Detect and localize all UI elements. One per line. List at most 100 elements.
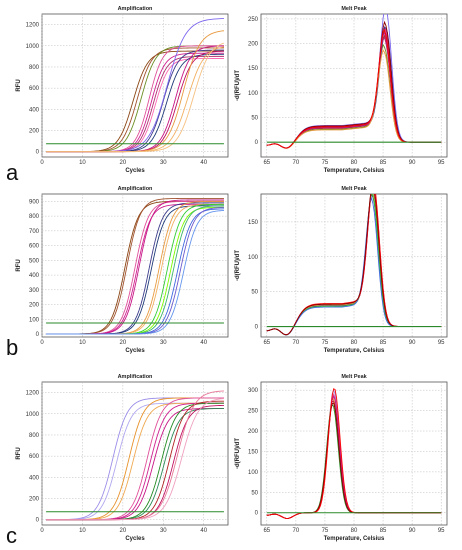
y-axis-label: -d(RFU)/dT [235,70,241,101]
x-tick-label: 85 [380,340,387,346]
y-tick-label: 250 [248,17,259,23]
x-tick-label: 85 [380,528,387,534]
x-tick-label: 95 [438,340,445,346]
y-axis-label: -d(RFU)/dT [235,250,241,281]
x-tick-label: 0 [40,528,44,534]
y-tick-label: 1000 [26,412,40,418]
series-group [266,14,442,149]
y-tick-label: 1200 [26,391,40,397]
y-axis-label: RFU [16,259,22,271]
x-axis-label: Cycles [125,168,145,174]
x-tick-label: 10 [79,160,86,166]
x-tick-label: 80 [351,528,358,534]
x-tick-label: 10 [79,340,86,346]
chart-title: Melt Peak [341,6,367,12]
y-tick-label: 100 [29,317,40,323]
x-tick-label: 10 [79,528,86,534]
panel-letter-c: c [6,523,17,548]
x-tick-label: 0 [40,160,44,166]
x-axis-label: Cycles [125,348,145,354]
x-tick-label: 95 [438,160,445,166]
x-tick-label: 65 [263,528,270,534]
y-tick-label: 200 [248,429,259,435]
y-tick-label: 50 [251,290,258,296]
y-tick-label: 800 [29,214,40,220]
y-tick-label: 0 [255,325,259,331]
y-tick-label: 200 [29,303,40,309]
x-tick-label: 70 [293,340,300,346]
y-tick-label: 900 [29,199,40,205]
y-tick-label: 0 [255,511,259,517]
y-tick-label: 50 [251,116,258,122]
y-axis-label: RFU [16,447,22,459]
series-group [46,18,225,153]
y-tick-label: 100 [248,255,259,261]
x-tick-label: 95 [438,528,445,534]
chart-title: Amplification [118,6,153,12]
chart-title: Amplification [118,374,153,380]
y-tick-label: 800 [29,65,40,71]
series-line [46,398,225,521]
x-tick-label: 0 [40,340,44,346]
series-group [46,390,225,521]
y-tick-label: 600 [29,244,40,250]
x-tick-label: 80 [351,340,358,346]
x-tick-label: 70 [293,160,300,166]
y-tick-label: 0 [255,140,259,146]
y-tick-label: 200 [29,497,40,503]
chart-b-melt: Melt Peak 65 70 75 80 85 90 95 0 50 100 150 Temperat… [235,186,448,354]
x-tick-label: 30 [160,528,167,534]
y-tick-label: 800 [29,433,40,439]
y-tick-label: 0 [36,150,40,156]
x-axis-label: Temperature, Celsius [324,536,385,542]
x-tick-label: 30 [160,340,167,346]
chart-title: Amplification [118,186,153,192]
y-axis-label: -d(RFU)/dT [235,438,241,469]
y-tick-label: 50 [251,490,258,496]
x-tick-label: 30 [160,160,167,166]
chart-a-melt: Melt Peak 65 70 75 80 85 90 95 0 50 100 150 200 250 Te… [235,6,448,174]
y-tick-label: 300 [248,388,259,394]
y-tick-label: 100 [248,470,259,476]
x-axis-label: Temperature, Celsius [324,168,385,174]
x-tick-label: 40 [200,528,207,534]
y-axis-label: RFU [16,79,22,91]
y-tick-label: 200 [248,42,259,48]
x-tick-label: 65 [263,340,270,346]
chart-c-melt: Melt Peak 65 70 75 80 85 90 95 0 50 100 150 200 250 30… [235,374,448,542]
y-tick-label: 150 [248,220,259,226]
x-tick-label: 40 [200,340,207,346]
y-tick-label: 250 [248,409,259,415]
chart-title: Melt Peak [341,186,367,192]
panel-letter-a: a [6,160,19,185]
plot-area [260,381,448,526]
x-tick-label: 90 [409,528,416,534]
y-tick-label: 400 [29,107,40,113]
x-axis-label: Cycles [125,536,145,542]
x-tick-label: 85 [380,160,387,166]
x-axis-label: Temperature, Celsius [324,348,385,354]
y-tick-label: 150 [248,449,259,455]
y-tick-label: 100 [248,91,259,97]
plot-area [41,13,229,158]
y-tick-label: 1200 [26,23,40,29]
x-tick-label: 75 [322,528,329,534]
y-tick-label: 400 [29,273,40,279]
series-group [46,197,224,335]
x-tick-label: 20 [120,160,127,166]
x-tick-label: 40 [200,160,207,166]
x-tick-label: 20 [120,528,127,534]
y-tick-label: 150 [248,66,259,72]
x-tick-label: 70 [293,528,300,534]
x-tick-label: 75 [322,340,329,346]
series-line [46,42,225,153]
series-group [266,388,442,519]
y-tick-label: 600 [29,454,40,460]
y-tick-label: 0 [36,518,40,524]
series-line [46,210,224,335]
plot-area [260,193,448,338]
y-tick-label: 300 [29,288,40,294]
